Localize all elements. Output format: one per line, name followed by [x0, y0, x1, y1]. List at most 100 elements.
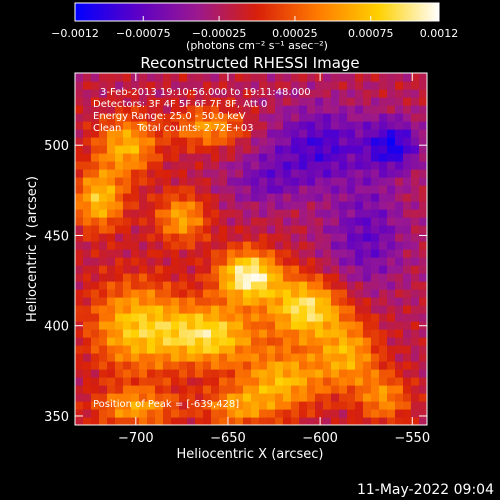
heatmap-cell [299, 273, 308, 282]
heatmap-cell [371, 185, 380, 194]
heatmap-cell [107, 201, 116, 210]
heatmap-cell [155, 361, 164, 370]
heatmap-cell [171, 385, 180, 394]
heatmap-cell [331, 297, 340, 306]
heatmap-cell [219, 337, 228, 346]
heatmap-cell [411, 201, 420, 210]
heatmap-cell [347, 89, 356, 98]
heatmap-cell [363, 185, 372, 194]
heatmap-cell [235, 313, 244, 322]
heatmap-cell [347, 257, 356, 266]
heatmap-cell [91, 385, 100, 394]
heatmap-cell [75, 289, 84, 298]
heatmap-cell [363, 201, 372, 210]
heatmap-cell [323, 169, 332, 178]
heatmap-cell [267, 185, 276, 194]
heatmap-cell [267, 249, 276, 258]
heatmap-cell [363, 177, 372, 186]
heatmap-cell [355, 81, 364, 90]
heatmap-cell [283, 409, 292, 418]
heatmap-cell [363, 257, 372, 266]
heatmap-cell [99, 241, 108, 250]
heatmap-cell [243, 145, 252, 154]
heatmap-cell [155, 249, 164, 258]
heatmap-cell [307, 345, 316, 354]
heatmap-cell [419, 297, 427, 306]
heatmap-cell [243, 161, 252, 170]
heatmap-cell [99, 169, 108, 178]
heatmap-cell [363, 233, 372, 242]
heatmap-cell [115, 305, 124, 314]
heatmap-cell [107, 257, 116, 266]
heatmap-cell [283, 177, 292, 186]
heatmap-cell [355, 257, 364, 266]
heatmap-cell [315, 249, 324, 258]
heatmap-cell [115, 73, 124, 82]
heatmap-cell [331, 73, 340, 82]
heatmap-cell [91, 129, 100, 138]
heatmap-cell [339, 201, 348, 210]
heatmap-cell [195, 209, 204, 218]
heatmap-cell [83, 161, 92, 170]
heatmap-cell [315, 217, 324, 226]
heatmap-cell [147, 161, 156, 170]
heatmap-cell [307, 89, 316, 98]
heatmap-cell [331, 393, 340, 402]
heatmap-cell [419, 401, 427, 410]
heatmap-cell [291, 217, 300, 226]
heatmap-cell [339, 417, 348, 425]
heatmap-cell [219, 233, 228, 242]
heatmap-cell [267, 137, 276, 146]
heatmap-cell [147, 97, 156, 106]
heatmap-cell [187, 97, 196, 106]
heatmap-cell [355, 273, 364, 282]
heatmap-cell [179, 89, 188, 98]
heatmap-cell [323, 89, 332, 98]
heatmap-cell [315, 417, 324, 425]
heatmap-cell [323, 273, 332, 282]
heatmap-cell [403, 161, 412, 170]
heatmap-cell [339, 225, 348, 234]
heatmap-cell [75, 273, 84, 282]
heatmap-cell [211, 121, 220, 130]
heatmap-cell [315, 313, 324, 322]
heatmap-cell [123, 129, 132, 138]
heatmap-cell [299, 113, 308, 122]
heatmap-cell [267, 105, 276, 114]
heatmap-cell [259, 233, 268, 242]
heatmap-cell [179, 329, 188, 338]
heatmap-cell [195, 161, 204, 170]
heatmap-cell [171, 265, 180, 274]
heatmap-cell [251, 265, 260, 274]
heatmap-cell [227, 257, 236, 266]
heatmap-cell [75, 169, 84, 178]
heatmap-cell [179, 145, 188, 154]
heatmap-cell [411, 249, 420, 258]
heatmap-cell [115, 369, 124, 378]
heatmap-cell [91, 409, 100, 418]
heatmap-cell [211, 337, 220, 346]
heatmap-cell [411, 337, 420, 346]
heatmap-cell [323, 113, 332, 122]
heatmap-cell [235, 161, 244, 170]
heatmap-cell [219, 313, 228, 322]
heatmap-cell [331, 185, 340, 194]
heatmap-cell [371, 145, 380, 154]
heatmap-cell [339, 393, 348, 402]
heatmap-cell [187, 113, 196, 122]
heatmap-cell [131, 145, 140, 154]
heatmap-cell [307, 185, 316, 194]
heatmap-cell [107, 129, 116, 138]
heatmap-cell [299, 217, 308, 226]
heatmap-cell [75, 401, 84, 410]
heatmap-cell [387, 193, 396, 202]
heatmap-cell [123, 361, 132, 370]
heatmap-cell [283, 145, 292, 154]
heatmap-cell [91, 297, 100, 306]
heatmap-cell [323, 353, 332, 362]
heatmap-cell [235, 329, 244, 338]
heatmap-cell [219, 265, 228, 274]
heatmap-cell [171, 337, 180, 346]
heatmap-cell [251, 161, 260, 170]
x-tick-label: −650 [210, 431, 246, 446]
